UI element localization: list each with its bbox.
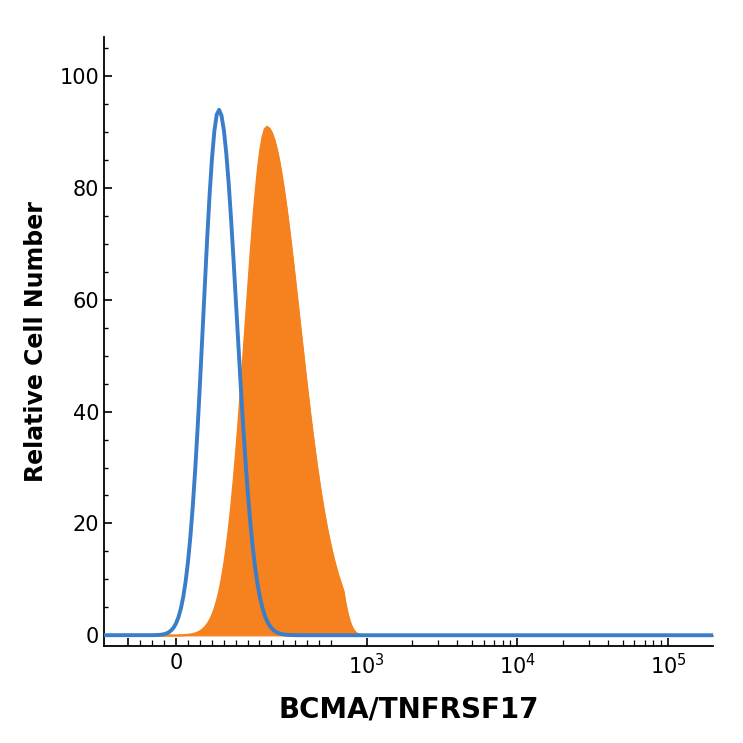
Y-axis label: Relative Cell Number: Relative Cell Number <box>25 201 48 482</box>
X-axis label: BCMA/TNFRSF17: BCMA/TNFRSF17 <box>279 695 539 723</box>
